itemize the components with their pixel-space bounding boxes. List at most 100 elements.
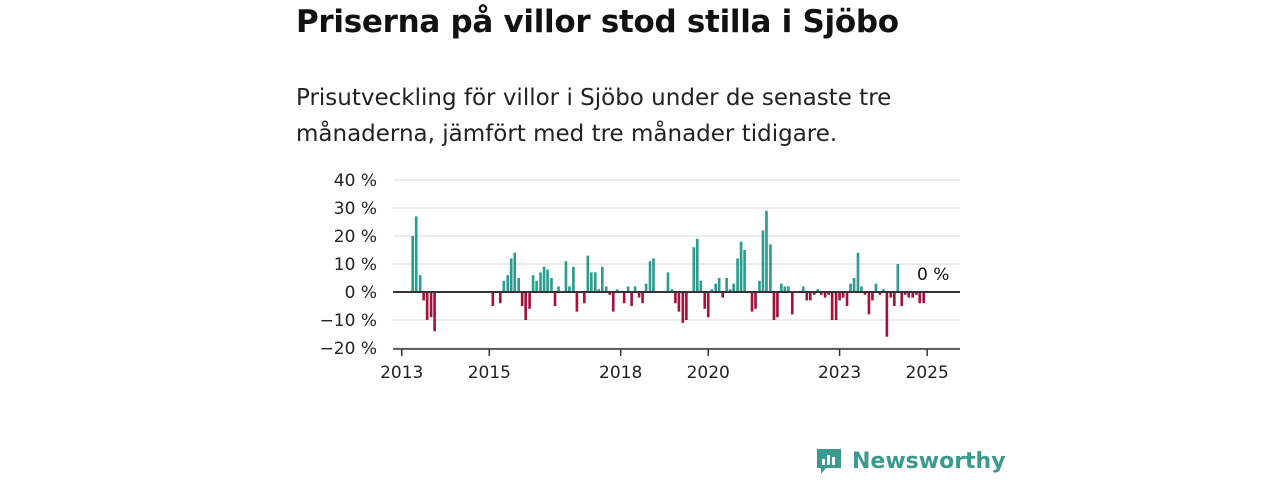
bar (626, 286, 630, 292)
bar (918, 292, 922, 304)
bar (772, 292, 776, 320)
bar (699, 280, 703, 292)
bar (714, 283, 717, 292)
x-tick-label: 2015 (468, 363, 511, 383)
y-tick-label: 20 % (334, 227, 377, 247)
bar (685, 292, 688, 320)
bar (838, 292, 841, 301)
bar (666, 272, 670, 292)
bar (914, 292, 918, 295)
bar (922, 292, 925, 304)
bar (911, 292, 915, 298)
bar (874, 283, 878, 292)
x-tick-label: 2018 (599, 363, 642, 383)
x-tick-label: 2020 (687, 363, 730, 383)
y-tick-label: −10 % (320, 311, 377, 331)
bar (758, 280, 761, 292)
bar (648, 261, 652, 292)
bar (542, 266, 546, 292)
bar (743, 250, 746, 292)
bar (677, 292, 681, 312)
bar (539, 272, 542, 292)
x-tick-label: 2025 (906, 363, 949, 383)
bar (765, 210, 768, 292)
bar (641, 292, 644, 304)
brand-name: Newsworthy (852, 448, 1006, 474)
bar (630, 292, 633, 306)
bar (739, 241, 743, 292)
bar (750, 292, 754, 312)
bar (652, 258, 655, 292)
bar (819, 292, 823, 295)
bar (783, 286, 787, 292)
bar (583, 292, 586, 304)
y-tick-label: −20 % (320, 339, 377, 359)
bar (414, 216, 418, 292)
bar (816, 289, 820, 292)
bar (611, 292, 615, 312)
bar (907, 292, 911, 298)
bar (896, 264, 900, 292)
y-tick-label: 40 % (334, 171, 377, 191)
bar (568, 286, 571, 292)
bar (535, 280, 538, 292)
bar (681, 292, 685, 323)
bars (411, 210, 925, 337)
bar (812, 292, 816, 295)
bar (893, 292, 896, 306)
bar (863, 292, 867, 295)
bar (550, 278, 553, 292)
bar (644, 283, 648, 292)
bar (860, 286, 863, 292)
bar (761, 230, 765, 292)
bar (509, 258, 513, 292)
bar (754, 292, 757, 309)
bar (425, 292, 429, 320)
bar (506, 275, 510, 292)
grid-lines (393, 179, 960, 349)
bar (546, 269, 549, 292)
bar (418, 275, 422, 292)
x-axis-ticks: 2013 2015 2018 2020 2023 2025 (380, 349, 949, 383)
y-tick-label: 30 % (334, 199, 377, 219)
bar (637, 292, 641, 298)
bar (429, 292, 433, 318)
bar (608, 292, 612, 295)
bar (586, 255, 590, 292)
newsworthy-icon (817, 449, 841, 474)
bar (725, 278, 728, 292)
bar (856, 252, 860, 292)
bar (604, 286, 608, 292)
bar (823, 292, 827, 298)
bar (564, 261, 568, 292)
bar (845, 292, 849, 306)
bar (553, 292, 557, 306)
bar (575, 292, 579, 312)
bar (889, 292, 893, 298)
bar (491, 292, 495, 306)
bar (600, 266, 604, 292)
y-tick-label: 10 % (334, 255, 377, 275)
bar (710, 289, 714, 292)
y-tick-label: 0 % (345, 283, 377, 303)
bar (433, 292, 436, 332)
bar (867, 292, 871, 315)
x-tick-label: 2013 (380, 363, 423, 383)
bar (572, 266, 575, 292)
bar (721, 292, 725, 298)
bar (557, 286, 560, 292)
bar (703, 292, 707, 309)
bar (805, 292, 809, 301)
bar (528, 292, 531, 309)
bar (622, 292, 626, 304)
bar (615, 289, 619, 292)
bar (769, 244, 772, 292)
bar (674, 292, 677, 304)
bar (422, 292, 425, 301)
bar (520, 292, 524, 306)
bar (728, 289, 732, 292)
x-tick-label: 2023 (818, 363, 861, 383)
bar (732, 283, 735, 292)
chart-subtitle: Prisutveckling för villor i Sjöbo under … (296, 85, 892, 147)
bar (411, 236, 415, 292)
